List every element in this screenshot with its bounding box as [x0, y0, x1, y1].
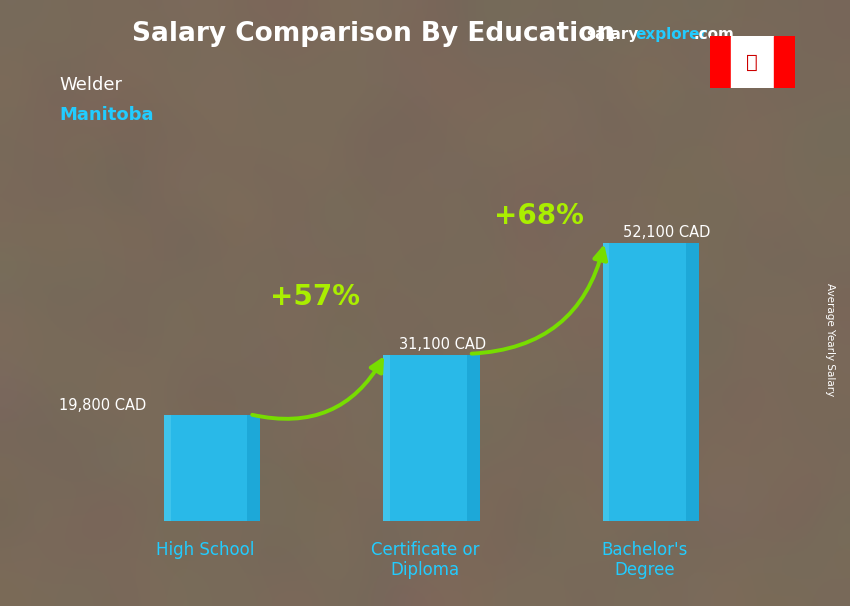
Bar [710, 36, 731, 88]
Text: +68%: +68% [494, 202, 584, 230]
Bar [731, 36, 774, 88]
Text: salary: salary [586, 27, 639, 42]
Bar [164, 415, 171, 521]
Bar [774, 36, 795, 88]
Text: 31,100 CAD: 31,100 CAD [399, 337, 486, 352]
Text: 19,800 CAD: 19,800 CAD [59, 398, 146, 413]
Bar [164, 415, 247, 521]
Polygon shape [467, 355, 480, 521]
Bar [383, 355, 467, 521]
Bar [603, 242, 609, 521]
Text: Manitoba: Manitoba [60, 106, 154, 124]
Text: 52,100 CAD: 52,100 CAD [622, 225, 710, 240]
Text: Welder: Welder [60, 76, 122, 94]
Bar [603, 242, 686, 521]
Text: Salary Comparison By Education: Salary Comparison By Education [133, 21, 615, 47]
Bar [383, 355, 390, 521]
Polygon shape [686, 242, 700, 521]
Text: 🍁: 🍁 [746, 53, 758, 72]
Text: Average Yearly Salary: Average Yearly Salary [825, 283, 836, 396]
Text: +57%: +57% [270, 282, 360, 311]
Text: explorer: explorer [636, 27, 708, 42]
Polygon shape [247, 415, 260, 521]
Text: .com: .com [694, 27, 734, 42]
